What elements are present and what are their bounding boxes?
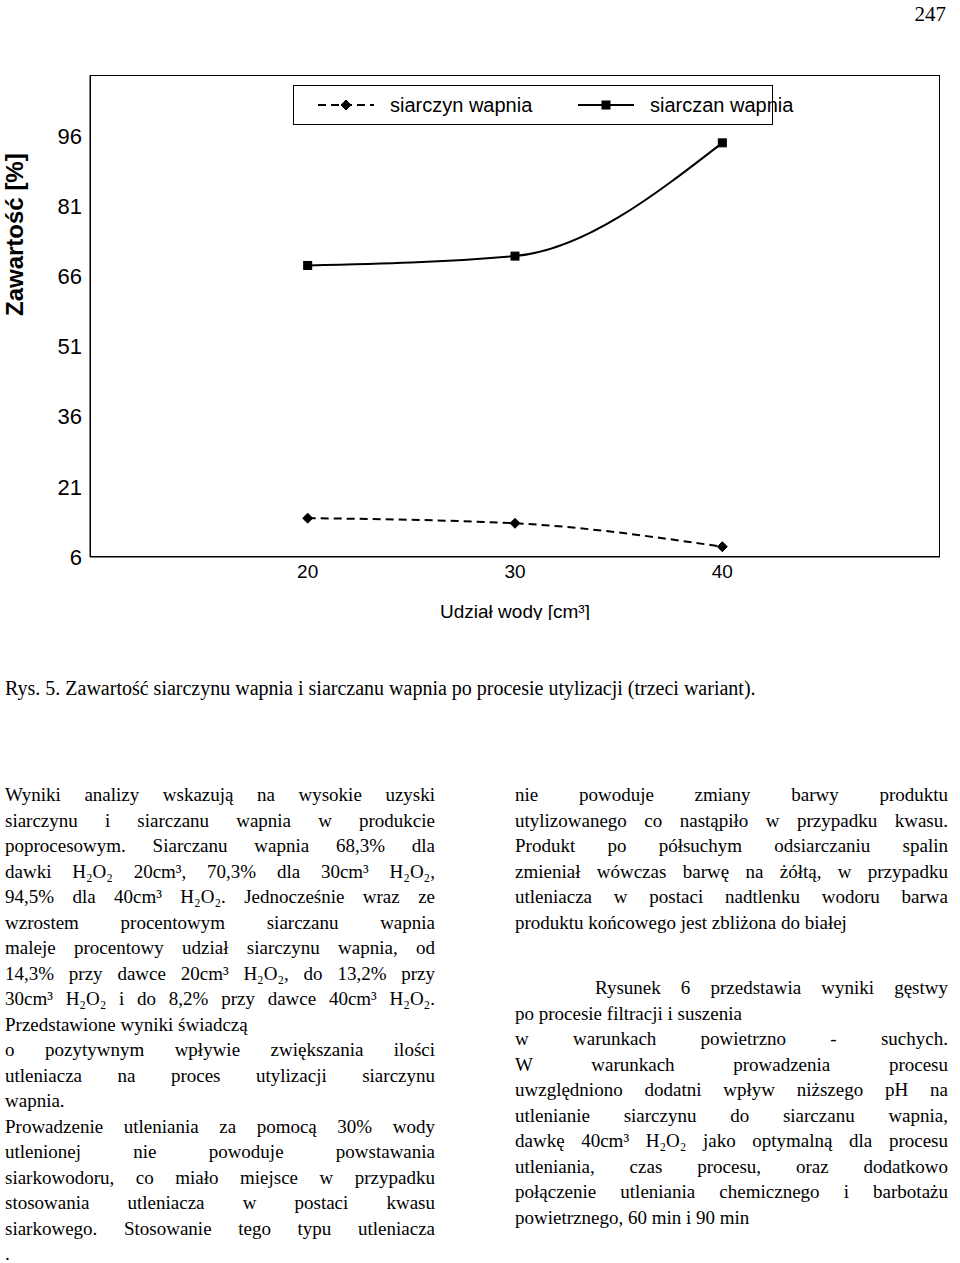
svg-text:96: 96 <box>58 124 82 149</box>
html-text:Prowadzenie utleniania za pomo: Prowadzenie utleniania za pomocą 30% wod… <box>5 1115 435 1137</box>
html-text:siarczyn wapnia: siarczyn wapnia <box>390 93 533 116</box>
html-text:wapnia.: wapnia. <box>5 1090 65 1111</box>
html-text:Produkt po półsuchym odsiarcza: Produkt po półsuchym odsiarczaniu spalin <box>515 835 948 856</box>
html-text:utleniacza w postaci nadtlenku: utleniacza w postaci nadtlenku wodoru ba… <box>515 886 948 907</box>
html-text:utlenianie siarczynu do siarcz: utlenianie siarczynu do siarczanu wapnia… <box>515 1104 948 1126</box>
html-text:połączenie utleniania chemiczn: połączenie utleniania chemicznego i barb… <box>515 1181 948 1202</box>
html-text:wzrostem procentowym siarczanu: wzrostem procentowym siarczanu wapnia <box>5 911 435 933</box>
html-text:siarczan wapnia: siarczan wapnia <box>650 93 794 116</box>
svg-text:20: 20 <box>297 561 318 582</box>
html-text:Wyniki analizy wskazują na wys: Wyniki analizy wskazują na wysokie uzysk… <box>5 784 435 805</box>
html-text:Przedstawione wyniki świadczą: Przedstawione wyniki świadczą <box>5 1013 248 1035</box>
html-text:utleniania, czas procesu, oraz: utleniania, czas procesu, oraz dodatkowo <box>515 1155 948 1177</box>
svg-text:66: 66 <box>58 264 82 289</box>
html-text:94,5% dla 40cm³ H₂O₂. Jednocze: 94,5% dla 40cm³ H₂O₂. Jednocześnie wraz … <box>5 886 435 907</box>
html-text:uwzględniono dodatni wpływ niż: uwzględniono dodatni wpływ niższego pH n… <box>515 1079 948 1100</box>
svg-text:Udział wody [cm³]: Udział wody [cm³] <box>440 601 590 620</box>
html-text:Rys. 5. Zawartość siarczynu wa: Rys. 5. Zawartość siarczynu wapnia i sia… <box>5 677 756 699</box>
html-text:siarkowodoru, co miało miejsce: siarkowodoru, co miało miejsce w przypad… <box>5 1166 435 1188</box>
html-text:W warunkach prowadzenia proces: W warunkach prowadzenia procesu <box>515 1053 948 1075</box>
html-text:w warunkach powietrzno - suchy: w warunkach powietrzno - suchych. <box>515 1028 948 1049</box>
svg-text:21: 21 <box>58 475 82 500</box>
html-text:zmieniał wówczas barwę na żółt: zmieniał wówczas barwę na żółtą, w przyp… <box>515 860 948 882</box>
html-text:30cm³ H₂O₂ i do 8,2% przy dawc: 30cm³ H₂O₂ i do 8,2% przy dawce 40cm³ H₂… <box>5 988 435 1009</box>
svg-text:30: 30 <box>504 561 525 582</box>
html-text:po procesie filtracji i suszen: po procesie filtracji i suszenia <box>515 1002 742 1024</box>
html-text:dawki H₂O₂ 20cm³, 70,3% dla 30: dawki H₂O₂ 20cm³, 70,3% dla 30cm³ H₂O₂, <box>5 860 435 882</box>
html-text:siarkowego. Stosowanie tego ty: siarkowego. Stosowanie tego typu utlenia… <box>5 1217 435 1239</box>
svg-text:36: 36 <box>58 404 82 429</box>
html-text:247: 247 <box>914 2 946 26</box>
html-text:poprocesowym. Siarczanu wapnia: poprocesowym. Siarczanu wapnia 68,3% dla <box>5 835 435 856</box>
svg-text:81: 81 <box>58 194 82 219</box>
html-text:produktu końcowego jest zbliżo: produktu końcowego jest zbliżona do biał… <box>515 911 847 933</box>
svg-text:6: 6 <box>70 545 82 570</box>
html-text:siarczynu i siarczanu wapnia w: siarczynu i siarczanu wapnia w produkcie <box>5 809 435 831</box>
html-text:dawkę 40cm³ H₂O₂ jako optymaln: dawkę 40cm³ H₂O₂ jako optymalną dla proc… <box>515 1130 948 1151</box>
html-text:Rysunek 6 przedstawia wyniki g: Rysunek 6 przedstawia wyniki gęstwy <box>595 977 948 998</box>
svg-text:51: 51 <box>58 334 82 359</box>
html-text:maleje procentowy udział siarc: maleje procentowy udział siarczynu wapni… <box>5 937 435 958</box>
html-text:stosowania utleniacza w postac: stosowania utleniacza w postaci kwasu <box>5 1192 435 1213</box>
html-text:utlenionej nie powoduje powsta: utlenionej nie powoduje powstawania <box>5 1141 435 1162</box>
html-text:o pozytywnym wpływie zwiększan: o pozytywnym wpływie zwiększania ilości <box>5 1039 435 1060</box>
html-text:utylizowanego co nastąpiło w p: utylizowanego co nastąpiło w przypadku k… <box>515 809 948 831</box>
svg-text:Zawartość [%]: Zawartość [%] <box>8 153 28 316</box>
html-text:nie powoduje zmiany barwy prod: nie powoduje zmiany barwy produktu <box>515 784 948 805</box>
html-text:powietrznego, 60 min i 90 min: powietrznego, 60 min i 90 min <box>515 1206 750 1228</box>
html-text:14,3% przy dawce 20cm³ H₂O₂, d: 14,3% przy dawce 20cm³ H₂O₂, do 13,2% pr… <box>5 962 435 984</box>
html-text:utleniacza na proces utylizacj: utleniacza na proces utylizacji siarczyn… <box>5 1064 435 1086</box>
svg-text:40: 40 <box>712 561 733 582</box>
